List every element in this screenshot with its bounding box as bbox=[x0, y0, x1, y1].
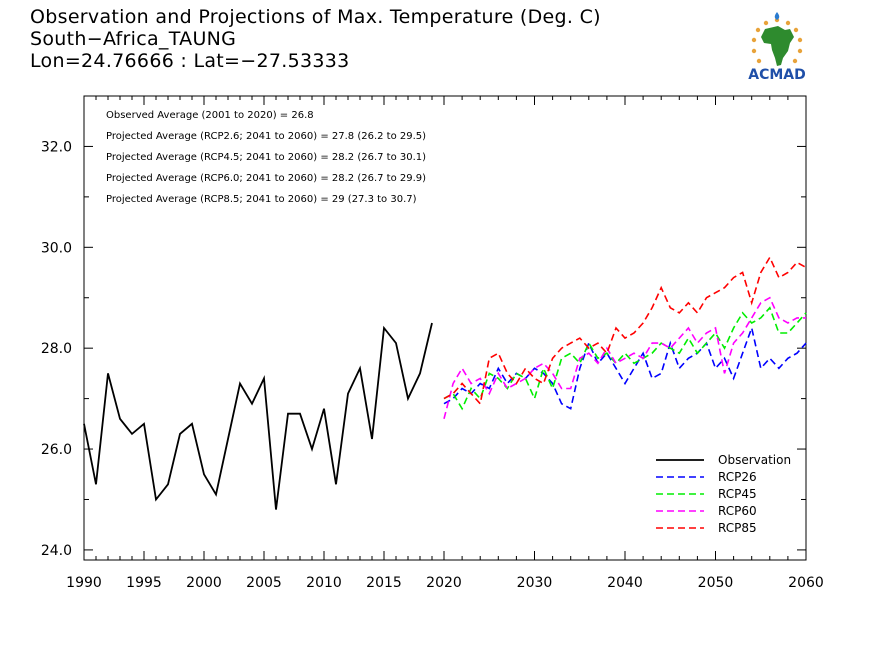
legend-label: RCP85 bbox=[718, 521, 757, 535]
series-line-rcp26 bbox=[443, 325, 807, 410]
legend-label: RCP26 bbox=[718, 470, 757, 484]
africa-map-icon: ACMAD bbox=[748, 12, 806, 83]
x-tick-label: 2050 bbox=[698, 575, 734, 591]
x-tick-label: 2000 bbox=[186, 575, 222, 591]
x-tick-label: 2060 bbox=[788, 575, 824, 591]
x-tick-label: 2020 bbox=[426, 575, 462, 591]
annotation-text: Projected Average (RCP4.5; 2041 to 2060)… bbox=[106, 152, 426, 163]
series-line-rcp45 bbox=[443, 306, 807, 411]
x-tick-label: 1990 bbox=[66, 575, 102, 591]
x-tick-label: 2030 bbox=[517, 575, 553, 591]
x-tick-label: 2010 bbox=[306, 575, 342, 591]
x-tick-label: 2040 bbox=[607, 575, 643, 591]
y-tick-label: 28.0 bbox=[41, 341, 72, 357]
legend-label: RCP60 bbox=[718, 504, 757, 518]
chart-title: Observation and Projections of Max. Temp… bbox=[30, 6, 601, 28]
x-tick-label: 1995 bbox=[126, 575, 162, 591]
annotation-text: Projected Average (RCP2.6; 2041 to 2060)… bbox=[106, 131, 426, 142]
y-tick-label: 26.0 bbox=[41, 442, 72, 458]
series-line-rcp60 bbox=[443, 296, 806, 419]
series-line-observation bbox=[83, 322, 433, 510]
legend-label: Observation bbox=[718, 453, 791, 467]
y-tick-label: 30.0 bbox=[41, 240, 72, 256]
coordinates: Lon=24.76666 : Lat=−27.53333 bbox=[30, 50, 350, 72]
legend-label: RCP45 bbox=[718, 487, 757, 501]
annotation-text: Observed Average (2001 to 2020) = 26.8 bbox=[106, 110, 314, 121]
logo-text: ACMAD bbox=[748, 67, 806, 83]
x-tick-label: 2015 bbox=[366, 575, 402, 591]
plot-frame bbox=[83, 95, 807, 561]
acmad-logo: ACMAD bbox=[738, 8, 816, 86]
location-name: South−Africa_TAUNG bbox=[30, 28, 237, 50]
annotation-text: Projected Average (RCP8.5; 2041 to 2060)… bbox=[106, 194, 417, 205]
y-tick-label: 24.0 bbox=[41, 543, 72, 559]
y-tick-label: 32.0 bbox=[41, 139, 72, 155]
series-line-rcp85 bbox=[443, 255, 807, 406]
annotation-text: Projected Average (RCP6.0; 2041 to 2060)… bbox=[106, 173, 426, 184]
title-block: Observation and Projections of Max. Temp… bbox=[30, 6, 601, 72]
x-tick-label: 2005 bbox=[246, 575, 282, 591]
